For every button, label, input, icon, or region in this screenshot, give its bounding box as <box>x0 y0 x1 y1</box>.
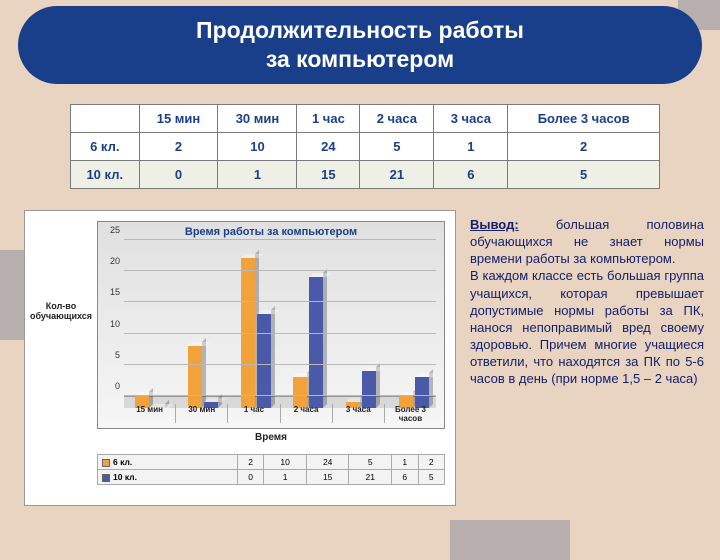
legend-swatch-icon <box>102 474 110 482</box>
plot-area: 15 мин30 мин1 час2 часа3 часаБолее 3 час… <box>124 244 436 408</box>
cell: 24 <box>297 133 360 161</box>
x-axis-title: Время <box>97 432 445 443</box>
mini-cell: 5 <box>349 455 392 470</box>
mini-cell: 0 <box>237 470 263 485</box>
col-header: 2 часа <box>360 105 434 133</box>
grid-line <box>124 395 436 396</box>
mini-cell: 24 <box>306 455 349 470</box>
cell: 15 <box>297 161 360 189</box>
legend-row: 6 кл. 2 10 24 5 1 2 <box>98 455 445 470</box>
col-header: 30 мин <box>218 105 297 133</box>
table-header-row: 15 мин 30 мин 1 час 2 часа 3 часа Более … <box>71 105 660 133</box>
y-axis-title: Кол-во обучающихся <box>27 301 95 322</box>
table-corner <box>71 105 140 133</box>
legend-row: 10 кл. 0 1 15 21 6 5 <box>98 470 445 485</box>
cell: 1 <box>434 133 508 161</box>
mini-cell: 6 <box>392 470 418 485</box>
mini-cell: 21 <box>349 470 392 485</box>
legend-cell: 6 кл. <box>98 455 238 470</box>
grid-line <box>124 239 436 240</box>
mini-cell: 1 <box>264 470 307 485</box>
x-tick-label: 2 часа <box>280 404 332 423</box>
x-tick-label: 30 мин <box>175 404 227 423</box>
y-tick-label: 10 <box>102 319 120 329</box>
col-header: 3 часа <box>434 105 508 133</box>
cell: 10 <box>218 133 297 161</box>
col-header: 1 час <box>297 105 360 133</box>
conclusion-lead: Вывод: <box>470 217 519 232</box>
cell: 2 <box>139 133 218 161</box>
mini-cell: 1 <box>392 455 418 470</box>
grid-line <box>124 270 436 271</box>
bar <box>309 277 323 408</box>
chart-panel: Время работы за компьютером 15 мин30 мин… <box>97 221 445 429</box>
legend-cell: 10 кл. <box>98 470 238 485</box>
grid-line <box>124 364 436 365</box>
chart-title: Время работы за компьютером <box>98 226 444 238</box>
cell: 1 <box>218 161 297 189</box>
conclusion-para-2: В каждом классе есть большая группа учащ… <box>470 267 704 387</box>
cell: 5 <box>360 133 434 161</box>
bar <box>257 314 271 408</box>
mini-cell: 10 <box>264 455 307 470</box>
title-line-2: за компьютером <box>266 45 454 74</box>
col-header: Более 3 часов <box>508 105 660 133</box>
y-tick-label: 20 <box>102 256 120 266</box>
cell: 6 <box>434 161 508 189</box>
x-tick-label: Более 3 часов <box>384 404 436 423</box>
y-tick-label: 0 <box>102 381 120 391</box>
table-row: 6 кл. 2 10 24 5 1 2 <box>71 133 660 161</box>
mini-cell: 15 <box>306 470 349 485</box>
x-labels: 15 мин30 мин1 час2 часа3 часаБолее 3 час… <box>124 404 436 423</box>
cell: 0 <box>139 161 218 189</box>
legend-label: 10 кл. <box>113 472 137 482</box>
x-tick-label: 15 мин <box>124 404 175 423</box>
x-tick-label: 1 час <box>227 404 279 423</box>
data-table: 15 мин 30 мин 1 час 2 часа 3 часа Более … <box>70 104 660 189</box>
bar <box>188 346 202 408</box>
bar-chart: Кол-во обучающихся Время работы за компь… <box>24 210 456 506</box>
cell: 5 <box>508 161 660 189</box>
bars-layer <box>124 244 436 408</box>
legend-label: 6 кл. <box>113 457 132 467</box>
conclusion-para-1: Вывод: большая половина обучающихся не з… <box>470 216 704 267</box>
content-row: Кол-во обучающихся Время работы за компь… <box>24 210 704 530</box>
mini-cell: 2 <box>418 455 445 470</box>
bar <box>362 371 376 408</box>
title-line-1: Продолжительность работы <box>196 16 524 45</box>
row-label: 6 кл. <box>71 133 140 161</box>
cell: 21 <box>360 161 434 189</box>
page-title: Продолжительность работы за компьютером <box>18 6 702 84</box>
x-tick-label: 3 часа <box>332 404 384 423</box>
col-header: 15 мин <box>139 105 218 133</box>
legend-swatch-icon <box>102 459 110 467</box>
grid-line <box>124 333 436 334</box>
conclusion-text: Вывод: большая половина обучающихся не з… <box>470 210 704 530</box>
row-label: 10 кл. <box>71 161 140 189</box>
y-tick-label: 15 <box>102 287 120 297</box>
chart-data-table: 6 кл. 2 10 24 5 1 2 10 кл. 0 1 15 21 6 5 <box>97 454 445 485</box>
mini-cell: 2 <box>237 455 263 470</box>
y-tick-label: 25 <box>102 225 120 235</box>
cell: 2 <box>508 133 660 161</box>
mini-cell: 5 <box>418 470 445 485</box>
grid-line <box>124 301 436 302</box>
y-tick-label: 5 <box>102 350 120 360</box>
table-row: 10 кл. 0 1 15 21 6 5 <box>71 161 660 189</box>
